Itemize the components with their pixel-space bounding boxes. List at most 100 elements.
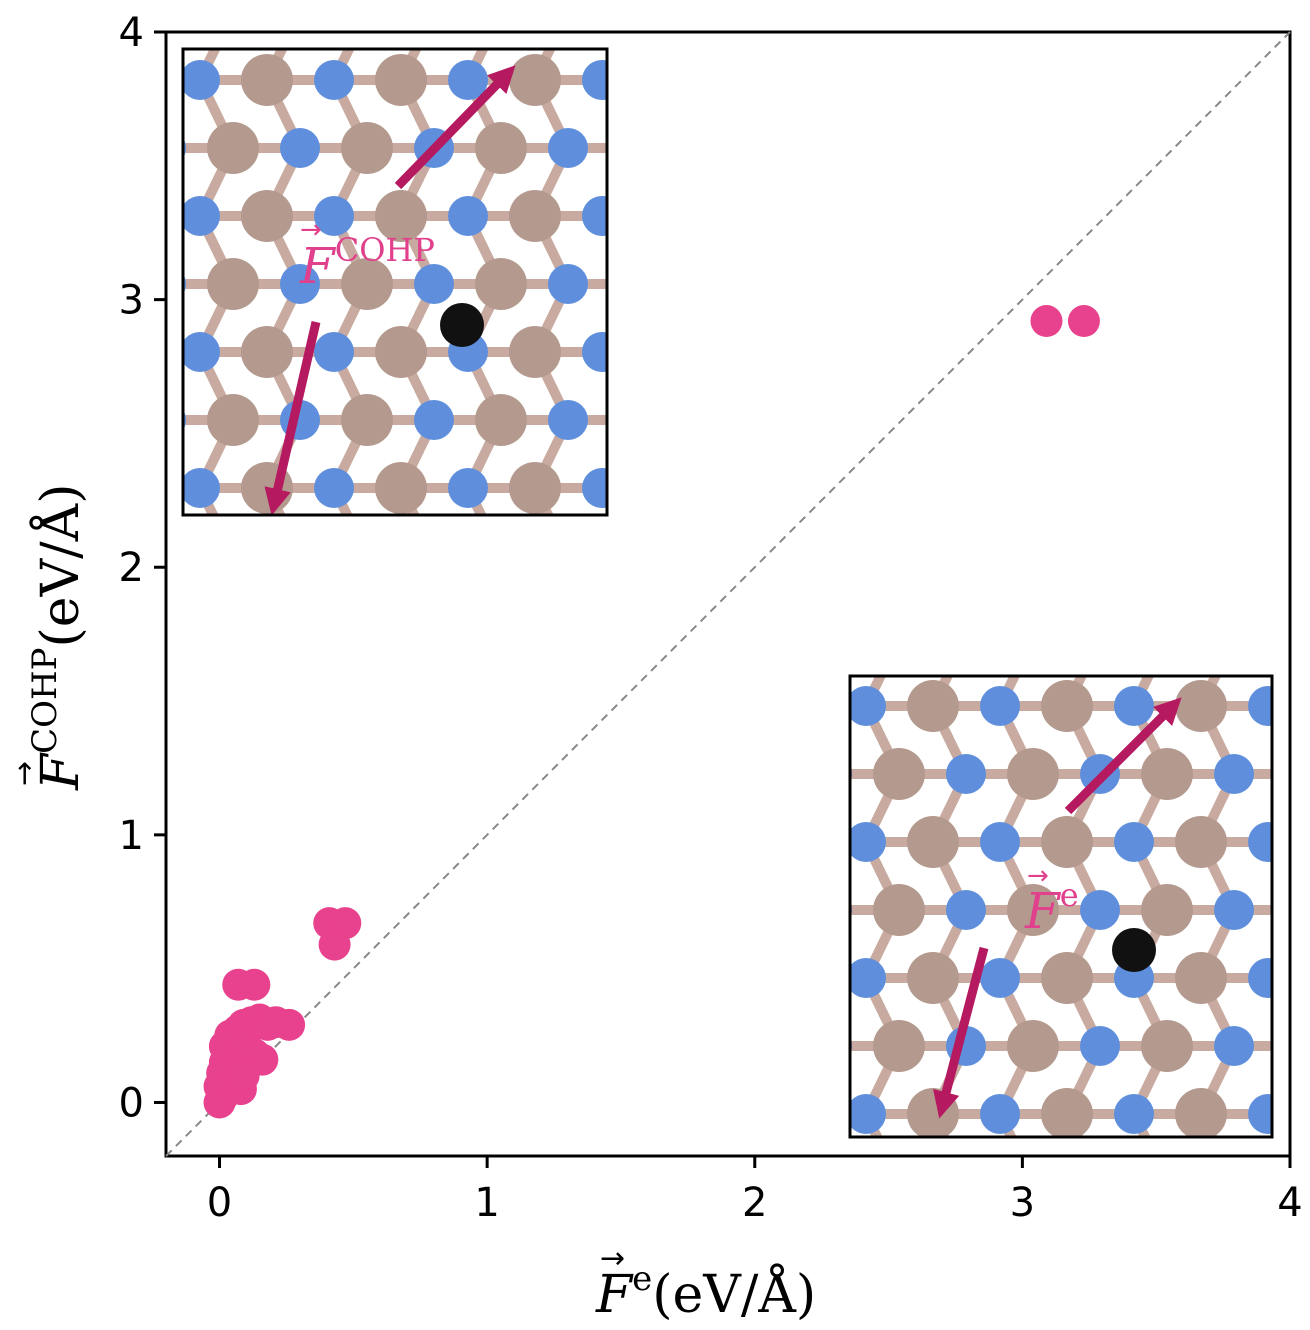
boron-atom <box>1041 952 1093 1004</box>
boron-atom <box>509 190 561 242</box>
boron-atom <box>207 530 259 582</box>
nitrogen-atom <box>1248 1094 1272 1134</box>
nitrogen-atom <box>582 196 607 236</box>
data-point <box>227 1059 260 1092</box>
nitrogen-atom <box>1080 1026 1120 1066</box>
boron-atom <box>609 122 661 174</box>
boron-atom <box>873 1020 925 1072</box>
nitrogen-atom <box>1114 686 1154 726</box>
nitrogen-atom <box>946 1162 986 1202</box>
boron-atom <box>907 680 959 732</box>
lattice-structure <box>107 0 722 582</box>
boron-atom <box>643 462 695 514</box>
nitrogen-atom <box>314 468 354 508</box>
bond <box>669 352 702 420</box>
nitrogen-atom <box>980 1094 1020 1134</box>
nitrogen-atom <box>280 264 320 304</box>
nitrogen-atom <box>850 686 886 726</box>
inset-label-cohp: FCOHP <box>299 231 435 295</box>
x-tick-label: 3 <box>1010 1180 1035 1226</box>
bond <box>133 80 166 148</box>
boron-atom <box>1141 748 1193 800</box>
boron-atom <box>375 326 427 378</box>
vector-arrow-glyph: → <box>600 1241 625 1276</box>
nitrogen-atom <box>414 264 454 304</box>
boron-atom <box>1175 952 1227 1004</box>
boron-atom <box>907 952 959 1004</box>
x-tick-label: 2 <box>742 1180 767 1226</box>
nitrogen-atom <box>850 1094 886 1134</box>
boron-atom <box>643 54 695 106</box>
nitrogen-atom <box>280 128 320 168</box>
bond <box>669 284 702 352</box>
bond <box>133 352 166 420</box>
nitrogen-atom <box>414 0 454 32</box>
nitrogen-atom <box>1080 618 1120 658</box>
nitrogen-atom <box>582 468 607 508</box>
nitrogen-atom <box>812 618 852 658</box>
nitrogen-atom <box>314 60 354 100</box>
inset-structure-e: Fe → <box>773 612 1310 1208</box>
boron-atom <box>1007 1020 1059 1072</box>
boron-atom <box>1041 680 1093 732</box>
boron-atom <box>107 326 159 378</box>
bond <box>799 978 832 1046</box>
boron-atom <box>1141 1020 1193 1072</box>
bond <box>133 420 166 488</box>
nitrogen-atom <box>1248 686 1272 726</box>
nitrogen-atom <box>946 890 986 930</box>
svg-text:FCOHP(eV/Å): FCOHP(eV/Å) <box>25 484 91 792</box>
nitrogen-atom <box>682 400 722 440</box>
boron-atom <box>1275 612 1310 664</box>
boron-atom <box>1007 748 1059 800</box>
boron-atom <box>1141 1156 1193 1208</box>
boron-atom <box>1175 1088 1227 1137</box>
bond <box>799 910 832 978</box>
inset-frame <box>848 674 1274 1139</box>
nitrogen-atom <box>850 901 852 919</box>
y-tick-label: 1 <box>119 813 144 859</box>
nitrogen-atom <box>850 822 886 862</box>
nitrogen-atom <box>548 536 588 576</box>
inset-label-e: Fe <box>1024 876 1079 940</box>
nitrogen-atom <box>146 0 186 32</box>
boron-atom <box>475 394 527 446</box>
svg-text:Fe(eV/Å): Fe(eV/Å) <box>595 1259 816 1325</box>
boron-atom <box>509 462 561 514</box>
nitrogen-atom <box>1080 1162 1120 1202</box>
nitrogen-atom <box>183 60 220 100</box>
x-tick-label: 1 <box>474 1180 499 1226</box>
nitrogen-atom <box>682 128 722 168</box>
force-arrow <box>933 946 989 1119</box>
nitrogen-atom <box>183 332 220 372</box>
nitrogen-atom <box>183 196 220 236</box>
boron-atom <box>475 258 527 310</box>
boron-atom <box>375 462 427 514</box>
nitrogen-atom <box>1214 754 1254 794</box>
axis-ticks: 0 1 2 3 4 0 1 2 3 4 <box>119 10 1303 1226</box>
carbon-atom <box>1112 928 1156 972</box>
boron-atom <box>1175 816 1227 868</box>
bond <box>669 488 702 556</box>
boron-atom <box>609 258 661 310</box>
boron-atom <box>773 1088 825 1140</box>
boron-atom <box>341 122 393 174</box>
boron-atom <box>375 54 427 106</box>
nitrogen-atom <box>1080 890 1120 930</box>
bond <box>799 706 832 774</box>
data-point <box>273 1008 306 1041</box>
nitrogen-atom <box>682 264 722 304</box>
boron-atom <box>643 326 695 378</box>
boron-atom <box>475 122 527 174</box>
boron-atom <box>341 530 393 582</box>
nitrogen-atom <box>280 536 320 576</box>
x-tick-label: 4 <box>1277 1180 1302 1226</box>
boron-atom <box>873 884 925 936</box>
nitrogen-atom <box>280 0 320 32</box>
carbon-atom <box>440 303 484 347</box>
nitrogen-atom <box>1114 1094 1154 1134</box>
nitrogen-atom <box>448 196 488 236</box>
y-tick-label: 3 <box>119 278 144 324</box>
boron-atom <box>1141 884 1193 936</box>
